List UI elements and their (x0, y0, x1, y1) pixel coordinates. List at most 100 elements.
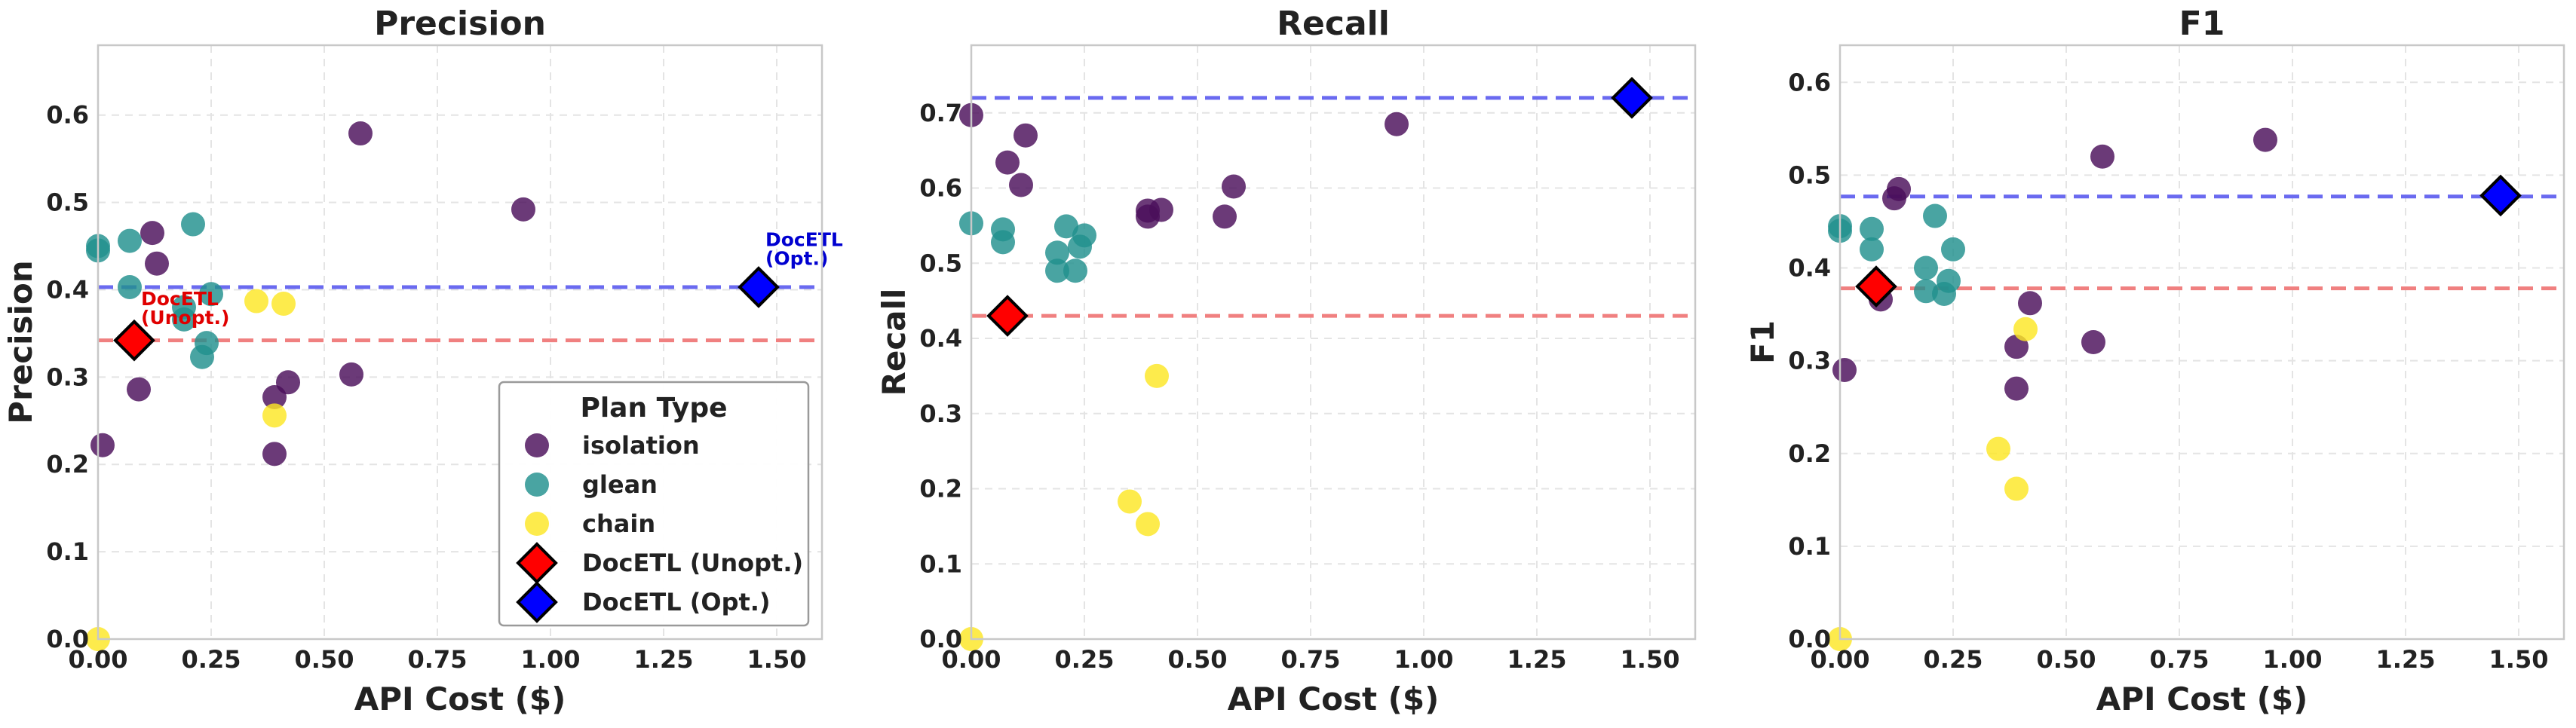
x-tick-label: 1.50 (747, 645, 807, 674)
data-point-glean (195, 331, 219, 356)
chart-title: F1 (2179, 5, 2225, 43)
y-axis-label: Precision (2, 260, 39, 424)
grid (971, 45, 1695, 640)
x-tick-label: 0.50 (295, 645, 354, 674)
y-ticks: 0.0 0.1 0.2 0.3 0.4 0.5 0.6 (1788, 68, 1831, 653)
series-glean (959, 211, 1096, 283)
data-point-isolation (1213, 204, 1237, 229)
marker-docetl-opt (2479, 174, 2522, 217)
data-point-glean (1923, 203, 1947, 228)
data-point-isolation (1222, 174, 1246, 199)
legend-title: Plan Type (580, 393, 727, 424)
marker-docetl-unopt (986, 295, 1029, 337)
series-isolation (90, 121, 535, 466)
series-glean (86, 212, 223, 369)
chart-precision: DocETL (Unopt.)DocETL (Opt.)0.00 0.25 0.50 0.… (2, 5, 843, 717)
chart-title: Recall (1277, 5, 1390, 43)
data-point-isolation (2004, 376, 2029, 401)
data-point-glean (118, 228, 142, 253)
y-axis-label: Recall (876, 289, 912, 396)
y-axis-label: F1 (1744, 320, 1781, 364)
x-tick-label: 0.25 (1055, 645, 1115, 674)
x-tick-label: 1.00 (1394, 645, 1454, 674)
data-point-glean (1045, 240, 1069, 265)
legend-swatch-isolation (525, 433, 549, 457)
y-tick-label: 0.2 (46, 450, 89, 479)
data-point-glean (1045, 258, 1069, 283)
x-tick-label: 0.25 (1924, 645, 1983, 674)
series-glean (1828, 203, 1965, 306)
annotation-line: DocETL (765, 228, 843, 250)
data-point-isolation (2090, 144, 2114, 169)
x-tick-label: 1.50 (1621, 645, 1680, 674)
y-tick-label: 0.0 (919, 625, 962, 653)
data-point-isolation (1385, 112, 1409, 136)
x-tick-label: 0.25 (182, 645, 241, 674)
plot-area (971, 45, 1695, 639)
y-tick-label: 0.5 (46, 188, 89, 217)
legend-label-docetl-unopt: DocETL (Unopt.) (582, 549, 803, 577)
data-point-isolation (2018, 291, 2042, 316)
data-point-glean (181, 212, 205, 237)
y-tick-label: 0.2 (919, 475, 962, 503)
y-tick-label: 0.1 (919, 549, 962, 578)
data-point-isolation (1014, 123, 1038, 148)
annotation-0: DocETL (Unopt.) (141, 288, 229, 329)
marker-docetl-unopt (1855, 265, 1897, 307)
legend-box (498, 381, 810, 627)
data-point-glean (1914, 279, 1938, 304)
y-tick-label: 0.6 (919, 174, 962, 203)
x-tick-label: 0.50 (2037, 645, 2096, 674)
x-tick-label: 1.00 (2263, 645, 2323, 674)
y-tick-label: 0.1 (1788, 532, 1831, 561)
data-point-isolation (2253, 127, 2277, 152)
marker-docetl-unopt (113, 319, 155, 362)
y-tick-label: 0.2 (1788, 439, 1831, 468)
x-tick-label: 0.75 (1281, 645, 1341, 674)
y-tick-label: 0.5 (1788, 161, 1831, 189)
data-point-chain (1118, 489, 1142, 514)
data-point-isolation (339, 362, 363, 387)
plot-frame (97, 44, 823, 641)
annotation-line: (Unopt.) (141, 307, 229, 329)
y-tick-label: 0.4 (919, 324, 962, 353)
data-point-glean (118, 274, 142, 299)
x-axis-label: API Cost ($) (354, 681, 566, 717)
y-tick-label: 0.6 (1788, 68, 1831, 96)
data-point-isolation (1832, 357, 1857, 382)
data-point-isolation (276, 370, 300, 395)
x-ticks: 0.00 0.25 0.50 0.75 1.00 1.25 1.50 (1811, 645, 2549, 674)
data-point-glean (172, 307, 196, 332)
y-tick-label: 0.5 (919, 249, 962, 277)
y-tick-label: 0.4 (46, 275, 89, 304)
legend-swatch-glean (525, 473, 549, 497)
data-point-chain (1136, 512, 1160, 537)
data-point-chain (244, 289, 268, 314)
y-tick-label: 0.3 (1788, 347, 1831, 375)
y-tick-label: 0.1 (46, 537, 89, 566)
legend-label-docetl-opt: DocETL (Opt.) (582, 588, 771, 616)
y-ticks: 0.0 0.1 0.2 0.3 0.4 0.5 0.6 0.7 (919, 99, 962, 653)
chart-title: Precision (374, 5, 546, 43)
data-point-glean (1860, 237, 1884, 262)
x-tick-label: 1.25 (634, 645, 694, 674)
data-point-isolation (90, 433, 115, 457)
data-point-isolation (140, 221, 164, 246)
x-tick-label: 0.00 (69, 645, 128, 674)
y-tick-label: 0.4 (1788, 254, 1831, 283)
plot-frame (970, 44, 1697, 641)
data-point-glean (1860, 216, 1884, 241)
legend-swatch-docetl-opt (516, 581, 558, 623)
legend-swatch-chain (525, 512, 549, 536)
x-ticks: 0.00 0.25 0.50 0.75 1.00 1.25 1.50 (942, 645, 1680, 674)
legend-label-isolation: isolation (582, 431, 700, 460)
chart-recall: 0.00 0.25 0.50 0.75 1.00 1.25 1.50 0.0 0.1 0.2 0.3… (876, 5, 1697, 717)
marker-docetl-opt (738, 266, 780, 308)
y-tick-label: 0.3 (46, 362, 89, 391)
legend: Plan Type isolation glean chain DocETL (Unop… (498, 381, 810, 627)
data-point-glean (1054, 214, 1078, 239)
data-point-chain (1986, 436, 2010, 461)
data-point-isolation (995, 150, 1020, 175)
x-tick-label: 1.25 (1507, 645, 1567, 674)
